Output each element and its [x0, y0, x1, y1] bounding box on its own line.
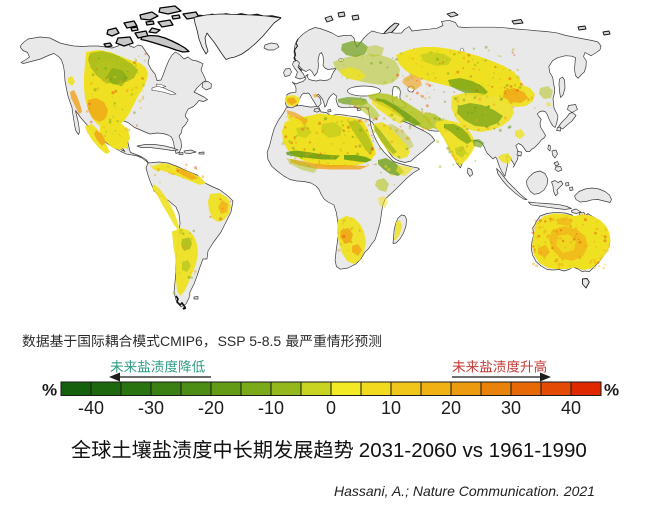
svg-text:-10: -10	[258, 398, 284, 418]
svg-text:%: %	[604, 381, 619, 400]
svg-text:40: 40	[561, 398, 581, 418]
svg-text:-30: -30	[138, 398, 164, 418]
svg-text:20: 20	[441, 398, 461, 418]
svg-text:2031-2060 vs 1961-1990: 2031-2060 vs 1961-1990	[359, 439, 587, 462]
svg-text:CMIP6: CMIP6	[160, 333, 203, 349]
svg-text:-20: -20	[198, 398, 224, 418]
svg-text:10: 10	[381, 398, 401, 418]
svg-text:Hassani, A.; Nature Communicat: Hassani, A.; Nature Communication. 2021	[334, 483, 595, 499]
svg-text:30: 30	[501, 398, 521, 418]
svg-text:%: %	[42, 381, 57, 400]
svg-text:SSP 5-8.5: SSP 5-8.5	[218, 333, 282, 349]
svg-text:0: 0	[326, 398, 336, 418]
svg-text:-40: -40	[78, 398, 104, 418]
